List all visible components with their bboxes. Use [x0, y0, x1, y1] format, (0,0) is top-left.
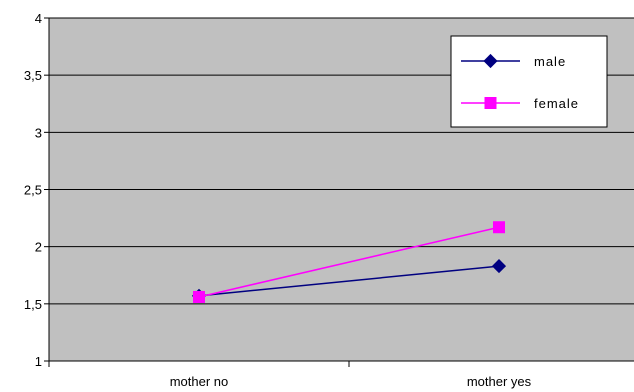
x-tick-label: mother yes — [467, 374, 532, 389]
y-tick-label: 3 — [35, 125, 42, 140]
legend-male-marker — [483, 53, 498, 69]
legend-male-label: male — [534, 54, 566, 69]
x-tick-label: mother no — [170, 374, 229, 389]
series-line-female — [198, 226, 500, 298]
y-tick-label: 4 — [35, 11, 42, 26]
series-layer — [191, 221, 507, 303]
y-tick-label: 2,5 — [24, 183, 42, 198]
legend-female-label: female — [534, 96, 579, 111]
y-tick-label: 1,5 — [24, 297, 42, 312]
y-tick-label: 3,5 — [24, 68, 42, 83]
data-point-male — [491, 259, 507, 274]
series-line-male — [198, 265, 500, 297]
gridlines — [49, 17, 634, 305]
legend-female-marker — [484, 97, 497, 109]
y-tick-label: 2 — [35, 240, 42, 255]
x-tick-labels: mother no mother yes — [48, 361, 532, 389]
y-tick-labels: 1 1,5 2 2,5 3 3,5 4 — [24, 11, 49, 369]
data-point-female — [493, 221, 505, 234]
data-point-female — [193, 290, 205, 303]
legend: male female — [450, 35, 608, 128]
y-tick-label: 1 — [35, 354, 42, 369]
legend-box — [450, 35, 608, 128]
